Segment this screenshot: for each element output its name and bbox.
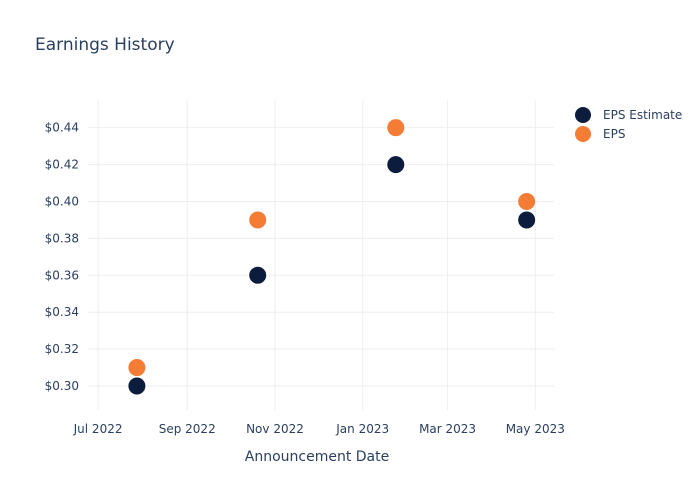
- y-tick-label: $0.42: [45, 158, 79, 172]
- legend-marker: [575, 126, 591, 142]
- legend-marker: [575, 107, 591, 123]
- legend-item-eps[interactable]: EPS: [575, 126, 625, 142]
- legend[interactable]: EPS Estimate EPS: [575, 107, 682, 142]
- x-tick-label: May 2023: [506, 422, 565, 436]
- eps-estimate-point[interactable]: [127, 376, 147, 396]
- y-tick-label: $0.30: [45, 379, 79, 393]
- y-tick-label: $0.36: [45, 268, 79, 282]
- data-points: [127, 118, 537, 396]
- x-tick-label: Mar 2023: [419, 422, 476, 436]
- eps-estimate-point[interactable]: [517, 210, 537, 230]
- chart-title: Earnings History: [35, 35, 175, 55]
- eps-point[interactable]: [386, 118, 406, 138]
- x-tick-label: Jul 2022: [73, 422, 123, 436]
- y-tick-label: $0.34: [45, 305, 79, 319]
- eps-estimate-point[interactable]: [248, 265, 268, 285]
- x-tick-label: Sep 2022: [159, 422, 216, 436]
- x-axis-ticks: Jul 2022 Sep 2022 Nov 2022 Jan 2023 Mar 2023…: [73, 422, 565, 436]
- y-axis-ticks: $0.30 $0.32 $0.34 $0.36 $0.38 $0.40 $0.42 $0.44: [45, 121, 79, 393]
- x-tick-label: Jan 2023: [335, 422, 389, 436]
- eps-point[interactable]: [248, 210, 268, 230]
- y-tick-label: $0.32: [45, 342, 79, 356]
- legend-item-eps-estimate[interactable]: EPS Estimate: [575, 107, 682, 123]
- y-tick-label: $0.44: [45, 121, 79, 135]
- y-tick-label: $0.38: [45, 231, 79, 245]
- eps-estimate-point[interactable]: [386, 155, 406, 175]
- eps-point[interactable]: [127, 358, 147, 378]
- y-tick-label: $0.40: [45, 194, 79, 208]
- eps-point[interactable]: [517, 191, 537, 211]
- legend-label: EPS: [603, 127, 625, 141]
- x-axis-title: Announcement Date: [245, 449, 389, 465]
- x-tick-label: Nov 2022: [246, 422, 304, 436]
- legend-label: EPS Estimate: [603, 108, 682, 122]
- grid-layer: [88, 100, 554, 410]
